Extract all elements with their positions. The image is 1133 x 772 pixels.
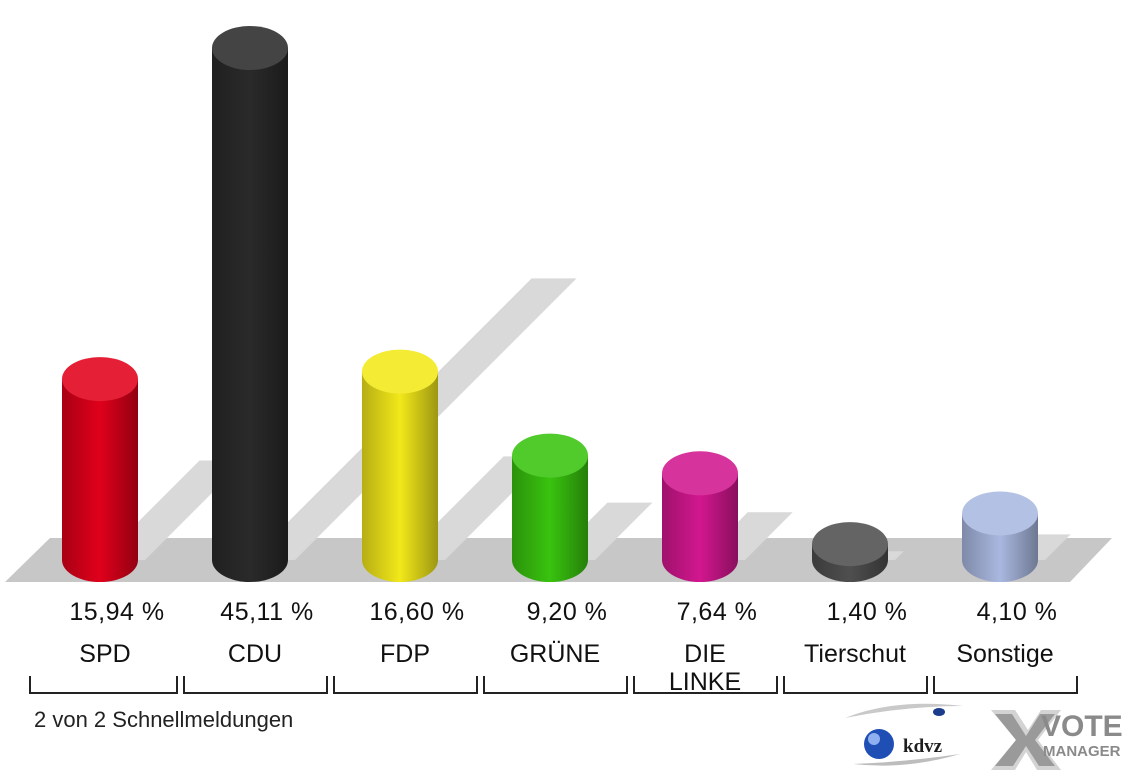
value-label: 15,94 % [69,598,165,626]
bar-gr-ne [512,433,588,582]
vote-wordmark: VOTE [1041,710,1123,743]
report-count-note: 2 von 2 Schnellmeldungen [34,707,294,732]
category-label: CDU [227,640,283,668]
vote-manager-logo: VOTE MANAGER [991,710,1123,770]
bar-cdu [212,26,288,582]
category-label: DIE LINKE [668,640,742,696]
axis-bracket [783,676,928,694]
category-label: SPD [79,640,131,668]
axis-bracket [483,676,628,694]
category-label: Tierschut [804,640,906,668]
bar-fdp [362,349,438,582]
manager-wordmark: MANAGER [1043,743,1121,760]
value-label: 16,60 % [369,598,465,626]
bar-tierschut [812,522,888,582]
axis-bracket [933,676,1078,694]
logos: kdvz VOTE MANAGER [845,703,1123,770]
value-label: 4,10 % [976,598,1058,626]
axis-bracket [333,676,478,694]
kdvz-wordmark: kdvz [903,736,943,757]
kdvz-logo: kdvz [845,703,963,766]
axis-bracket [183,676,328,694]
category-label: FDP [380,640,430,668]
value-label: 9,20 % [526,598,608,626]
category-label: GRÜNE [509,640,601,668]
bar-spd [62,357,138,582]
bar-sonstige [962,491,1038,582]
value-label: 7,64 % [676,598,758,626]
bar-die-linke [662,451,738,582]
axis-bracket [29,676,178,694]
axis-bracket [633,676,778,694]
value-label: 45,11 % [220,598,314,626]
bar-chart [5,26,1112,582]
category-axis [29,676,1078,694]
value-label: 1,40 % [826,598,908,626]
category-label: Sonstige [956,640,1054,668]
